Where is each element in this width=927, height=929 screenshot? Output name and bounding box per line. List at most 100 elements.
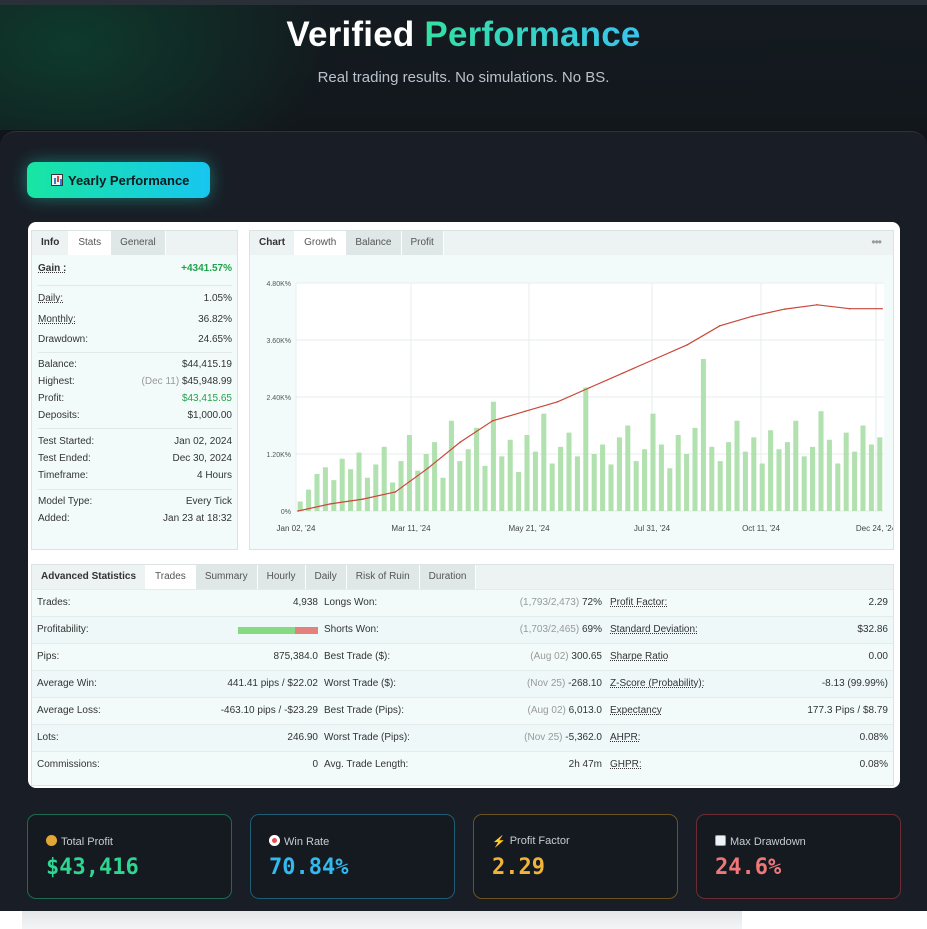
x-tick-label: Oct 11, '24	[742, 524, 780, 533]
yearly-performance-label: Yearly Performance	[68, 172, 190, 188]
best-trade-usd-value: 300.65	[571, 651, 602, 662]
growth-point	[654, 358, 656, 360]
test-ended-label: Test Ended:	[38, 453, 91, 464]
longs-won-value: 72%	[581, 597, 602, 608]
daily-bar	[541, 413, 547, 511]
longs-won-label: Longs Won:	[324, 597, 378, 608]
balance-value: $44,415.19	[181, 359, 232, 370]
chart-menu-icon[interactable]: •••	[871, 235, 882, 249]
divider	[38, 489, 232, 490]
x-tick-label: Mar 11, '24	[391, 524, 431, 533]
best-trade-usd-date: (Aug 02)	[530, 651, 569, 662]
model-type-value: Every Tick	[185, 496, 232, 507]
table-row: Lots: 246.90 Worst Trade (Pips): (Nov 25) …	[32, 724, 893, 751]
kpi-label: Total Profit	[61, 836, 113, 848]
growth-point	[426, 467, 429, 470]
pips-value: 875,384.0	[273, 651, 319, 662]
tab-advanced-statistics[interactable]: Advanced Statistics	[32, 565, 147, 589]
profit-factor-value: 2.29	[868, 597, 888, 608]
tab-growth[interactable]: Growth	[295, 231, 347, 255]
kpi-value: 2.29	[492, 855, 545, 880]
best-trade-usd-label: Best Trade ($):	[324, 651, 391, 662]
tab-chart[interactable]: Chart	[250, 231, 296, 255]
highest-label: Highest:	[38, 376, 75, 387]
daily-bar	[348, 469, 354, 511]
y-tick-label: 3.60K%	[266, 338, 291, 345]
ghpr-label: GHPR:	[610, 759, 642, 770]
growth-point	[329, 503, 332, 505]
balance-label: Balance:	[38, 359, 77, 370]
growth-point	[362, 498, 364, 500]
y-tick-label: 4.80K%	[266, 281, 291, 288]
tab-info[interactable]: Info	[32, 231, 70, 255]
tab-summary[interactable]: Summary	[195, 565, 258, 589]
avg-trade-length-label: Avg. Trade Length:	[324, 759, 409, 770]
kpi-value: 70.84%	[269, 855, 349, 880]
tab-stats[interactable]: Stats	[69, 231, 112, 255]
model-type-label: Model Type:	[38, 496, 93, 507]
top-border	[0, 0, 927, 5]
best-trade-pips-value: 6,013.0	[568, 705, 602, 716]
y-tick-label: 1.20K%	[266, 452, 291, 459]
average-loss-label: Average Loss:	[37, 705, 101, 716]
daily-bar	[726, 442, 732, 511]
lots-label: Lots:	[37, 732, 59, 743]
kpi-profit-factor: ⚡ Profit Factor 2.29	[473, 814, 678, 899]
stats-table: Trades: 4,938 Longs Won: (1,793/2,473) 72%…	[32, 589, 893, 785]
tab-hourly[interactable]: Hourly	[257, 565, 306, 589]
best-trade-pips-date: (Aug 02)	[527, 705, 566, 716]
gain-label: Gain :	[38, 263, 67, 274]
daily-bar	[835, 463, 841, 511]
ahpr-value: 0.08%	[859, 732, 888, 743]
daily-bar	[415, 470, 421, 511]
daily-bar	[474, 427, 480, 511]
daily-bar	[734, 420, 740, 511]
test-started-value: Jan 02, 2024	[174, 436, 232, 447]
info-row-test-started: Test Started: Jan 02, 2024	[38, 434, 232, 450]
daily-bar	[852, 451, 858, 511]
daily-bar	[684, 454, 690, 511]
added-value: Jan 23 at 18:32	[163, 513, 232, 524]
trades-value: 4,938	[292, 597, 318, 608]
daily-bar	[826, 439, 832, 511]
table-row: Average Loss: -463.10 pips / -$23.29 Best…	[32, 697, 893, 724]
growth-point	[589, 386, 591, 389]
tab-balance[interactable]: Balance	[346, 231, 402, 255]
advanced-tabs: Advanced Statistics Trades Summary Hourl…	[32, 565, 893, 589]
daily-bar	[600, 444, 606, 511]
average-loss-value: -463.10 pips / -$23.29	[220, 705, 318, 716]
daily-bar	[364, 477, 370, 511]
target-icon	[269, 835, 280, 846]
z-score-value: -8.13 (99.99%)	[821, 678, 888, 689]
tab-daily[interactable]: Daily	[305, 565, 347, 589]
daily-bar	[591, 454, 597, 511]
daily-bar	[406, 435, 412, 511]
tab-trades[interactable]: Trades	[146, 565, 196, 589]
daily-bar	[507, 439, 513, 511]
worst-trade-pips-label: Worst Trade (Pips):	[324, 732, 410, 743]
yearly-performance-button[interactable]: Yearly Performance	[27, 162, 210, 198]
daily-bar	[432, 442, 438, 511]
highest-date: (Dec 11)	[141, 376, 180, 387]
growth-point	[621, 372, 624, 375]
daily-bar	[700, 359, 706, 511]
growth-point	[556, 400, 559, 403]
daily-bar	[574, 456, 580, 511]
worst-trade-usd-label: Worst Trade ($):	[324, 678, 397, 689]
tab-risk-of-ruin[interactable]: Risk of Ruin	[346, 565, 420, 589]
daily-bar	[768, 430, 774, 511]
daily-bar	[558, 446, 564, 511]
tab-duration[interactable]: Duration	[419, 565, 477, 589]
test-ended-value: Dec 30, 2024	[172, 453, 233, 464]
average-win-label: Average Win:	[37, 678, 97, 689]
growth-point	[718, 324, 721, 327]
tab-general[interactable]: General	[111, 231, 166, 255]
divider	[38, 285, 232, 286]
longs-won-detail: (1,793/2,473)	[519, 597, 580, 608]
worst-trade-usd-date: (Nov 25)	[526, 678, 566, 689]
table-row: Pips: 875,384.0 Best Trade ($): (Aug 02) 3…	[32, 643, 893, 670]
kpi-value: $43,416	[46, 855, 139, 880]
gain-value: +4341.57%	[181, 263, 232, 274]
tab-profit[interactable]: Profit	[401, 231, 444, 255]
daily-bar	[583, 387, 589, 511]
